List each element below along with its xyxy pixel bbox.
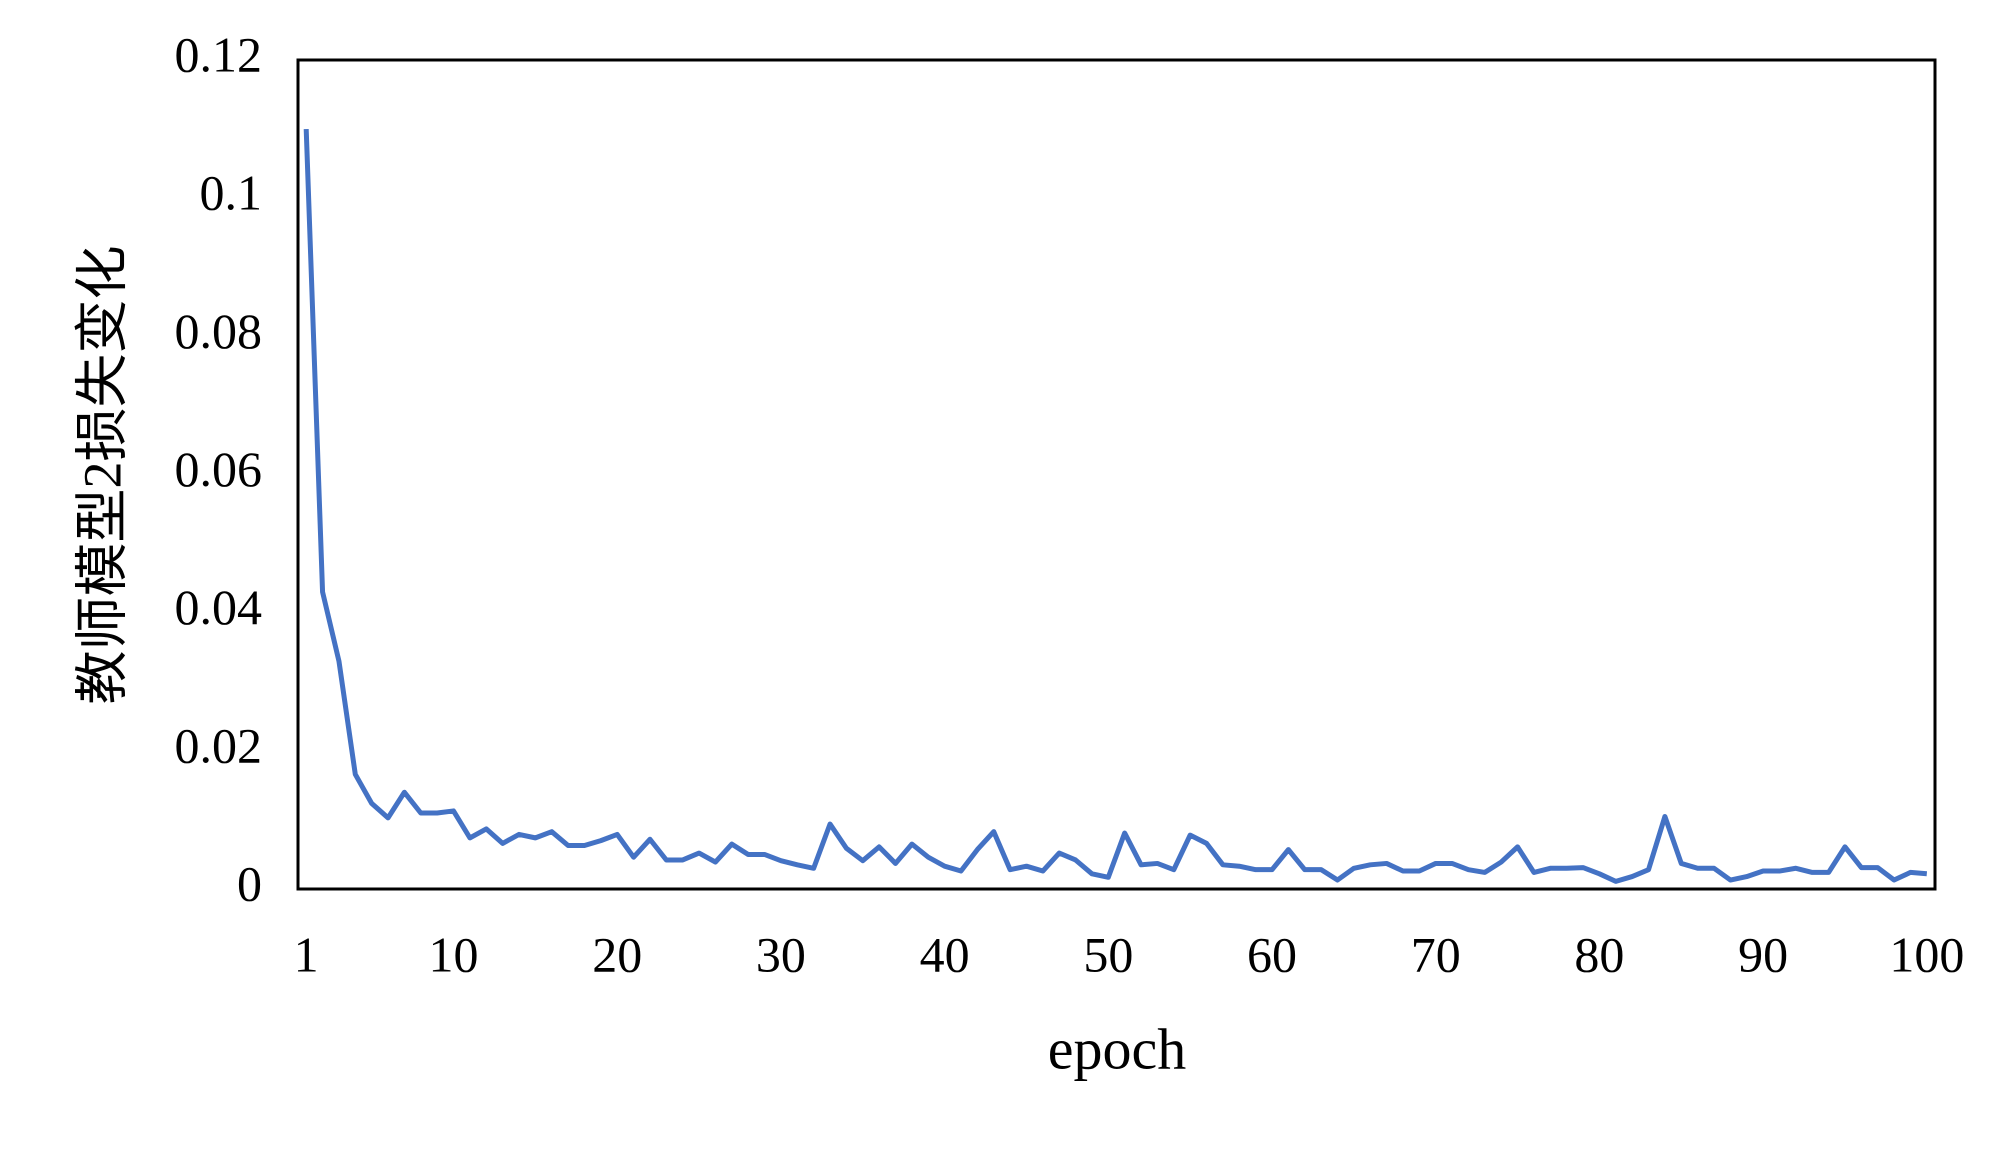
y-axis-label: 教师模型2损失变化	[72, 246, 132, 705]
y-tick-label: 0.1	[200, 165, 263, 221]
x-tick-label: 70	[1411, 926, 1461, 982]
plot-frame	[296, 58, 1937, 891]
x-tick-label: 40	[920, 926, 970, 982]
y-tick-label: 0.04	[175, 579, 263, 635]
x-axis-label: epoch	[1048, 1016, 1187, 1081]
x-tick-label: 100	[1889, 926, 1964, 982]
x-tick-label: 10	[429, 926, 479, 982]
y-tick-label: 0.02	[175, 717, 263, 773]
x-tick-label: 20	[592, 926, 642, 982]
y-tick-label: 0.12	[175, 26, 263, 82]
x-tick-label: 1	[294, 926, 319, 982]
x-tick-label: 50	[1083, 926, 1133, 982]
y-tick-label: 0.08	[175, 303, 263, 359]
x-tick-label: 90	[1738, 926, 1788, 982]
x-tick-label: 30	[756, 926, 806, 982]
loss-line	[303, 128, 1928, 884]
x-tick-label: 80	[1574, 926, 1624, 982]
y-tick-label: 0	[237, 855, 262, 911]
y-tick-label: 0.06	[175, 441, 263, 497]
x-tick-label: 60	[1247, 926, 1297, 982]
